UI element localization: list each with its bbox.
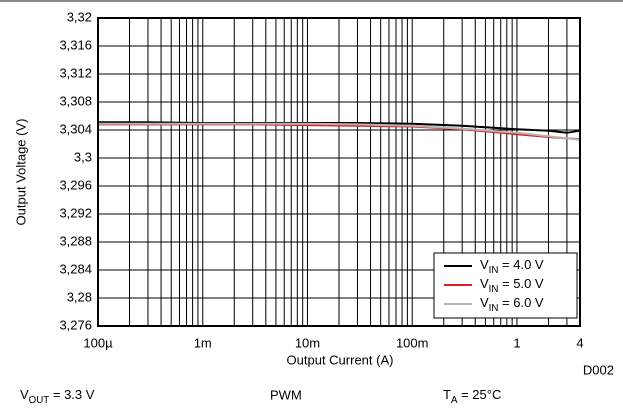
y-tick-label: 3,32 (67, 9, 92, 24)
y-axis-label: Output Voltage (V) (13, 119, 28, 226)
x-tick-label: 100m (396, 335, 429, 350)
y-tick-label: 3,292 (59, 205, 92, 220)
x-tick-label: 1m (194, 335, 212, 350)
annotation: D002 (583, 362, 614, 377)
annotation: VOUT = 3.3 V (20, 387, 95, 405)
y-tick-label: 3,296 (59, 177, 92, 192)
y-tick-label: 3,276 (59, 317, 92, 332)
x-tick-label: 10m (295, 335, 320, 350)
legend-label: VIN = 5.0 V (480, 276, 544, 294)
x-tick-label: 1 (513, 335, 520, 350)
legend-label: VIN = 6.0 V (480, 295, 544, 313)
x-tick-label: 100µ (83, 335, 113, 350)
y-tick-label: 3,308 (59, 93, 92, 108)
y-tick-label: 3,304 (59, 121, 92, 136)
x-axis-label: Output Current (A) (287, 352, 394, 367)
y-tick-label: 3,312 (59, 65, 92, 80)
legend-label: VIN = 4.0 V (480, 257, 544, 275)
annotation: PWM (270, 387, 302, 402)
y-tick-label: 3,28 (67, 289, 92, 304)
x-tick-label: 4 (576, 335, 583, 350)
series-line (98, 122, 581, 141)
y-tick-label: 3,284 (59, 261, 92, 276)
annotation: TA = 25°C (443, 387, 501, 405)
plot-frame (97, 17, 581, 327)
y-tick-label: 3,316 (59, 37, 92, 52)
y-tick-label: 3,3 (74, 149, 92, 164)
y-tick-label: 3,288 (59, 233, 92, 248)
